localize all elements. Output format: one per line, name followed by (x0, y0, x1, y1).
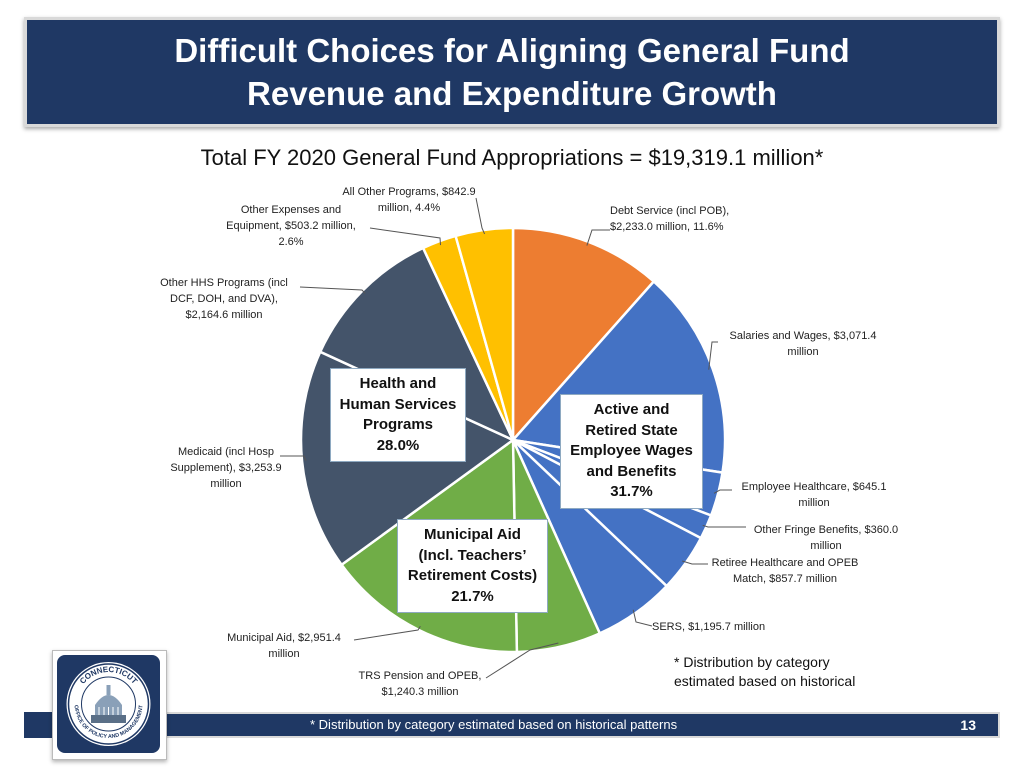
slide-title-line-1: Difficult Choices for Aligning General F… (174, 32, 850, 69)
label-municipal-aid: Municipal Aid, $2,951.4 million (227, 632, 341, 660)
leader-line-6 (485, 642, 559, 679)
leader-line-1 (708, 341, 718, 370)
page-number: 13 (960, 717, 976, 733)
leader-line-7 (353, 625, 421, 641)
leader-line-4 (682, 560, 708, 565)
distribution-note: * Distribution by category estimated base… (674, 654, 856, 689)
opm-logo: CONNECTICUT OFFICE OF POLICY AND MANAGEM… (52, 650, 167, 760)
label-other-expenses: Other Expenses and Equipment, $503.2 mill… (226, 204, 356, 248)
label-retiree-healthcare: Retiree Healthcare and OPEB Match, $857.7… (711, 557, 859, 585)
leader-line-3 (702, 524, 746, 528)
slide-title-line-2: Revenue and Expenditure Growth (247, 75, 777, 112)
label-all-other-programs: All Other Programs, $842.9 million, 4.4% (342, 186, 476, 214)
label-employee-healthcare: Employee Healthcare, $645.1 million (741, 481, 887, 509)
footer-bar: * Distribution by category estimated bas… (150, 712, 1000, 738)
leader-line-11 (475, 197, 486, 235)
label-debt-service: Debt Service (incl POB), $2,233.0 million… (610, 205, 730, 233)
group-label-state-employees: Active and Retired State Employee Wages … (560, 394, 703, 509)
title-banner: Difficult Choices for Aligning General F… (24, 17, 1000, 127)
group-label-health-human-services: Health and Human Services Programs 28.0% (330, 368, 466, 462)
leader-line-2 (713, 489, 732, 494)
label-other-fringe: Other Fringe Benefits, $360.0 million (753, 524, 899, 552)
leader-line-8 (280, 455, 307, 461)
label-trs-pension: TRS Pension and OPEB, $1,240.3 million (358, 670, 482, 698)
chart-title: Total FY 2020 General Fund Appropriation… (200, 145, 824, 170)
leader-line-5 (632, 609, 653, 627)
label-sers: SERS, $1,195.7 million (652, 621, 766, 633)
capitol-dome-icon: CONNECTICUT OFFICE OF POLICY AND MANAGEM… (66, 662, 151, 746)
label-salaries-wages: Salaries and Wages, $3,071.4 million (729, 330, 877, 358)
footer-text: * Distribution by category estimated bas… (310, 717, 678, 732)
label-medicaid: Medicaid (incl Hosp Supplement), $3,253.9… (170, 446, 282, 490)
leader-line-9 (299, 286, 366, 294)
leader-line-0 (586, 229, 610, 246)
leader-line-10 (369, 227, 442, 246)
group-label-municipal-aid: Municipal Aid (Incl. Teachers’ Retiremen… (397, 519, 548, 613)
label-other-hhs: Other HHS Programs (incl DCF, DOH, and DV… (160, 277, 288, 321)
pie-slice-11 (454, 226, 515, 441)
